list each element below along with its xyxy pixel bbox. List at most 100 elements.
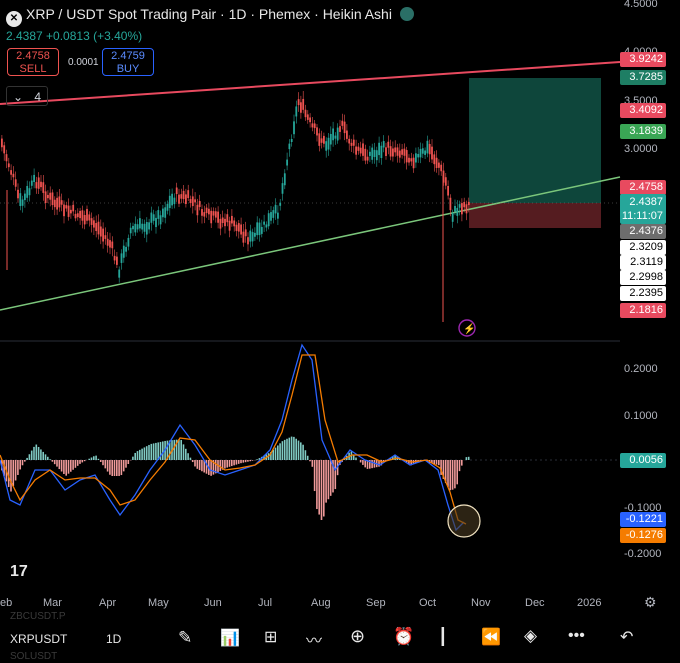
histogram-bar bbox=[150, 443, 153, 460]
histogram-bar bbox=[442, 460, 445, 479]
layout-grid-icon[interactable]: ⊞ bbox=[264, 629, 278, 646]
candle-body bbox=[440, 164, 443, 172]
settings-icon[interactable]: ⚙ bbox=[644, 594, 657, 610]
candle-body bbox=[99, 226, 102, 237]
candle-body bbox=[125, 246, 127, 252]
chart-title[interactable]: ✕ XRP / USDT Spot Trading Pair · 1D · Phe… bbox=[6, 6, 414, 27]
histogram-bar bbox=[191, 460, 194, 463]
resistance-trendline[interactable] bbox=[0, 61, 621, 105]
axis-tick-4-5: 4.5000 bbox=[624, 0, 658, 10]
histogram-bar bbox=[433, 460, 435, 465]
histogram-bar bbox=[212, 460, 215, 475]
rewind-icon[interactable]: ⏪ bbox=[481, 629, 501, 646]
chart-type-icon[interactable]: 📊 bbox=[220, 630, 240, 647]
sell-button[interactable]: 2.4758 SELL bbox=[7, 48, 59, 76]
signal-line-label: -0.1276 bbox=[620, 528, 666, 543]
symbol-button[interactable]: XRPUSDT bbox=[10, 632, 68, 646]
candle-body bbox=[348, 138, 351, 144]
candle-body bbox=[396, 147, 399, 156]
draw-icon[interactable]: ✎ bbox=[178, 628, 193, 647]
candle-body bbox=[219, 218, 222, 229]
histogram-bar bbox=[364, 460, 366, 468]
sell-label: SELL bbox=[19, 63, 47, 75]
histogram-bar bbox=[362, 460, 364, 465]
histogram-bar bbox=[263, 455, 265, 460]
lightning-badge[interactable] bbox=[458, 319, 476, 337]
candle-body bbox=[428, 143, 431, 155]
candle-body bbox=[226, 214, 229, 223]
histogram-bar bbox=[157, 442, 159, 460]
candle-body bbox=[329, 133, 332, 145]
candle-body bbox=[438, 162, 440, 168]
histogram-bar bbox=[196, 460, 199, 469]
histogram-bar bbox=[300, 442, 302, 460]
undo-icon[interactable]: ↶ bbox=[620, 629, 634, 646]
take-profit-zone[interactable] bbox=[469, 78, 601, 203]
histogram-bar bbox=[444, 460, 447, 484]
candle-body bbox=[79, 210, 81, 219]
candle-body bbox=[260, 226, 263, 234]
candle-body bbox=[320, 138, 323, 143]
candle-body bbox=[129, 227, 132, 234]
candle-body bbox=[194, 199, 196, 203]
histogram-bar bbox=[249, 460, 251, 462]
buy-button[interactable]: 2.4759 BUY bbox=[102, 48, 154, 76]
candle-body bbox=[467, 201, 470, 206]
candle-body bbox=[191, 196, 194, 207]
candle-body bbox=[244, 229, 247, 237]
histogram-bar bbox=[205, 460, 208, 474]
bar-replay-icon[interactable]: ┃ bbox=[438, 629, 448, 646]
candle-body bbox=[412, 157, 415, 169]
date-nov: Nov bbox=[471, 597, 491, 609]
candle-body bbox=[417, 153, 420, 158]
interval-button[interactable]: 1D bbox=[106, 632, 122, 646]
stop-loss-zone[interactable] bbox=[469, 203, 601, 228]
candle-body bbox=[316, 127, 318, 136]
histogram-bar bbox=[449, 460, 452, 491]
indicators-toggle[interactable]: ⌄ 4 bbox=[6, 86, 48, 106]
candle-body bbox=[83, 215, 86, 225]
candle-body bbox=[398, 150, 401, 158]
add-icon[interactable]: ⊕ bbox=[350, 626, 366, 646]
candle-body bbox=[346, 130, 348, 139]
histogram-bar bbox=[7, 460, 10, 487]
histogram-bar bbox=[180, 439, 182, 460]
candle-body bbox=[366, 156, 369, 161]
candle-body bbox=[81, 210, 84, 221]
candle-body bbox=[362, 143, 364, 156]
candle-body bbox=[159, 215, 162, 225]
date-sep: Sep bbox=[366, 597, 386, 609]
candle-body bbox=[364, 148, 367, 161]
histogram-bar bbox=[258, 458, 261, 460]
alert-icon[interactable]: ⏰ bbox=[393, 627, 415, 646]
indicators-icon[interactable]: 〰 bbox=[306, 633, 323, 650]
histogram-bar bbox=[90, 457, 93, 460]
candle-body bbox=[208, 208, 210, 215]
candle-body bbox=[182, 190, 185, 200]
support-trendline[interactable] bbox=[0, 176, 621, 311]
candle-body bbox=[279, 202, 282, 206]
candle-body bbox=[401, 149, 403, 155]
histogram-bar bbox=[136, 451, 139, 460]
histogram-bar bbox=[173, 439, 176, 460]
candle-body bbox=[65, 205, 68, 209]
candle-body bbox=[164, 207, 167, 218]
more-icon[interactable]: ••• bbox=[568, 627, 585, 644]
price-label-red-line: 3.9242 bbox=[620, 52, 666, 67]
candle-body bbox=[355, 146, 357, 155]
histogram-bar bbox=[334, 460, 337, 490]
candle-body bbox=[325, 141, 328, 151]
candle-body bbox=[155, 217, 157, 228]
candle-body bbox=[28, 188, 31, 196]
histogram-bar bbox=[277, 445, 279, 460]
histogram-bar bbox=[431, 460, 433, 464]
layers-icon[interactable]: ◈ bbox=[524, 626, 538, 645]
histogram-bar bbox=[392, 456, 394, 460]
histogram-bar bbox=[26, 457, 28, 460]
candle-body bbox=[74, 213, 77, 219]
histogram-bar bbox=[152, 443, 155, 460]
candle-body bbox=[228, 220, 231, 231]
candle-body bbox=[111, 241, 114, 249]
macd-line-label: -0.1221 bbox=[620, 512, 666, 527]
